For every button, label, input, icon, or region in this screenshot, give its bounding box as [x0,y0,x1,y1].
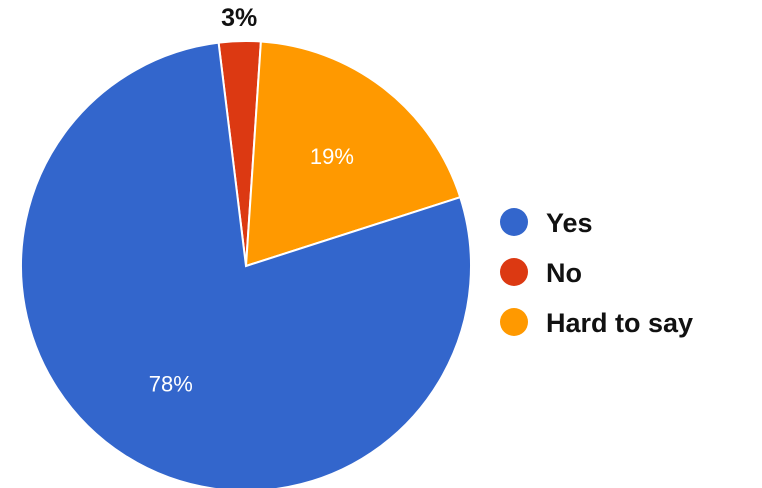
legend-label-hard-to-say: Hard to say [546,308,693,338]
pie-label-hard-to-say: 19% [310,144,354,169]
legend-item-no: No [500,258,582,288]
legend-swatch-hard-to-say [500,308,528,336]
pie-slice-hard-to-say [244,40,462,268]
pie-label-no: 3% [221,4,257,32]
legend-swatch-yes [500,208,528,236]
legend-item-yes: Yes [500,208,593,238]
legend-swatch-no [500,258,528,286]
legend-item-hard-to-say: Hard to say [500,308,693,338]
pie-slices [20,40,472,488]
legend-label-yes: Yes [546,208,593,238]
pie-label-yes: 78% [149,372,193,397]
legend: Yes No Hard to say [500,208,693,338]
legend-label-no: No [546,258,582,288]
pie-labels: 3% 19% 78% [149,4,354,396]
pie-slice-yes [20,41,472,488]
